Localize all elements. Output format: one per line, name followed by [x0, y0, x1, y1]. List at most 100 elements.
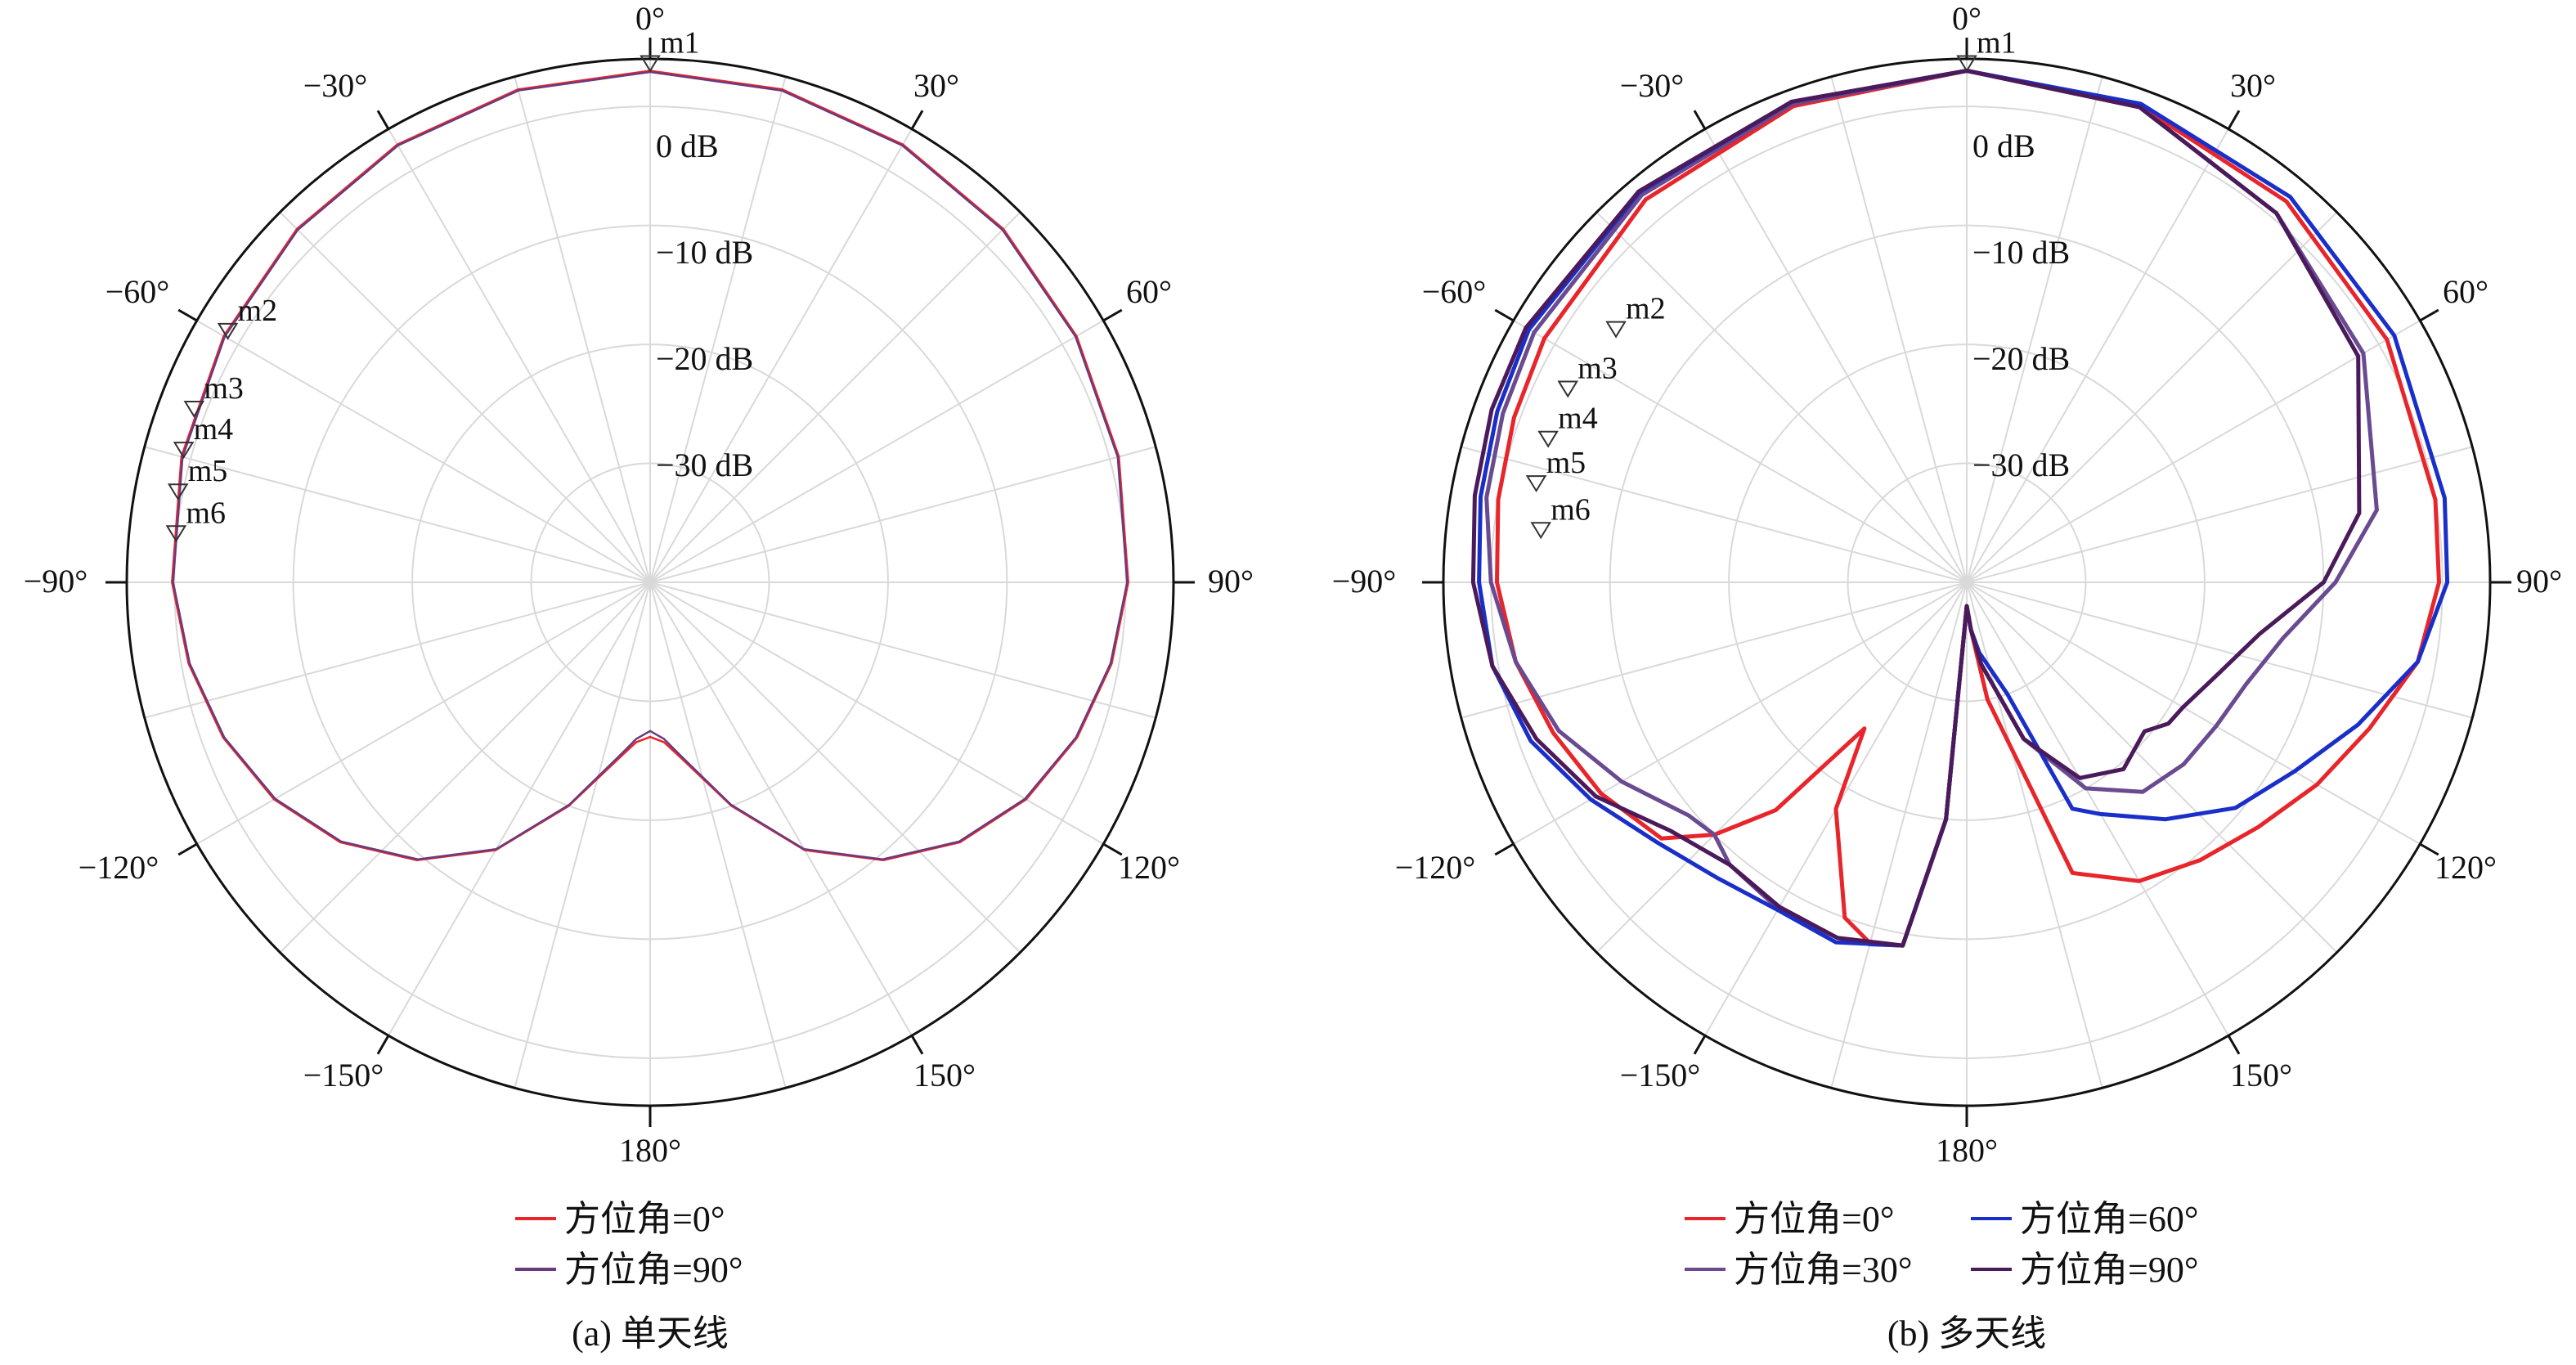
- grid-spoke: [649, 581, 913, 1036]
- polar-grid-b: [1422, 38, 2511, 1127]
- angle-label-m150: −150°: [303, 1057, 384, 1093]
- grid-spoke: [1966, 581, 2473, 719]
- marker-triangle-m6: [165, 525, 187, 543]
- radial-label-m10db: −10 dB: [656, 234, 753, 271]
- angle-label-m150: −150°: [1620, 1057, 1701, 1093]
- grid-ring: [1728, 343, 2206, 821]
- marker-label-m3: m3: [1577, 352, 1618, 386]
- grid-spoke: [1830, 581, 1968, 1089]
- grid-spoke: [1966, 581, 2421, 845]
- legend-b: 方位角=0° 方位角=60° 方位角=30° 方位角=90°: [1685, 1199, 2198, 1290]
- angle-label-150: 150°: [2230, 1057, 2292, 1093]
- angle-tick: [1693, 1035, 1707, 1055]
- legend-label-b-0: 方位角=0°: [1734, 1199, 1894, 1239]
- angle-tick: [177, 308, 198, 322]
- radial-label-0db: 0 dB: [1972, 128, 2035, 164]
- angle-tick: [1102, 842, 1123, 856]
- grid-spoke: [1966, 446, 2473, 583]
- grid-spoke: [649, 320, 1104, 583]
- angle-label-m90: −90°: [24, 563, 88, 599]
- series-line-b-2: [1477, 69, 2450, 948]
- marker-triangle-m4: [173, 442, 195, 460]
- marker-label-m6: m6: [186, 496, 226, 530]
- grid-spoke: [649, 581, 787, 1089]
- marker-label-m5: m5: [1546, 446, 1586, 480]
- marker-label-m5: m5: [188, 454, 228, 488]
- angle-label-m60: −60°: [1422, 273, 1487, 310]
- caption-a: (a) 单天线: [572, 1313, 729, 1354]
- angle-tick: [376, 1035, 390, 1055]
- grid-spoke: [196, 320, 651, 583]
- legend-label-b-1: 方位角=30°: [1734, 1250, 1912, 1290]
- angle-label-0: 0°: [1952, 0, 1981, 37]
- marker-triangle-m3: [183, 401, 205, 418]
- grid-spoke: [1704, 128, 1968, 583]
- angle-label-0: 0°: [635, 0, 665, 37]
- grid-spoke: [649, 211, 1021, 583]
- angle-label-m120: −120°: [1395, 849, 1476, 886]
- marker-triangle-m4: [1537, 430, 1559, 448]
- grid-spoke: [1966, 211, 2338, 583]
- grid-ring: [530, 462, 770, 703]
- angle-tick: [1494, 842, 1515, 856]
- marker-label-m6: m6: [1551, 492, 1591, 527]
- marker-label-m1: m1: [1977, 26, 2017, 61]
- grid-spoke: [514, 76, 651, 583]
- grid-ring: [1847, 462, 2087, 703]
- grid-spoke: [1595, 211, 1968, 583]
- marker-triangle-m2: [217, 322, 239, 340]
- radial-label-m10db: −10 dB: [1972, 234, 2070, 271]
- marker-triangle-m6: [1530, 522, 1552, 540]
- panel-a: m1 m2 m3 m4 m5 m6 0° 30° 60° 90° 120° 150° 18…: [24, 0, 1254, 1354]
- series-line-b-3: [1470, 69, 2362, 948]
- radial-label-0db: 0 dB: [656, 128, 719, 164]
- grid-spoke: [388, 128, 651, 583]
- grid-spoke: [1966, 581, 2103, 1089]
- marker-label-m4: m4: [1558, 402, 1598, 436]
- grid-spoke: [649, 446, 1156, 583]
- angle-label-m90: −90°: [1332, 563, 1397, 599]
- caption-b: (b) 多天线: [1887, 1313, 2046, 1354]
- grid-spoke: [514, 581, 651, 1089]
- marker-triangle-m3: [1557, 380, 1579, 398]
- grid-spoke: [1830, 76, 1968, 583]
- angle-label-90: 90°: [1208, 563, 1254, 599]
- grid-spoke: [144, 581, 651, 719]
- radial-label-m20db: −20 dB: [1972, 340, 2070, 377]
- radial-label-m30db: −30 dB: [656, 447, 753, 483]
- angle-tick: [2227, 1035, 2241, 1055]
- marker-triangle-m5: [1525, 475, 1547, 493]
- radial-label-m30db: −30 dB: [1972, 447, 2070, 483]
- grid-spoke: [279, 211, 651, 583]
- series-line-a-1: [172, 70, 1129, 860]
- angle-tick: [376, 110, 390, 130]
- grid-spoke: [649, 581, 1021, 954]
- grid-spoke: [1966, 581, 2338, 954]
- grid-spoke: [1966, 581, 2229, 1036]
- angle-label-60: 60°: [2443, 273, 2488, 310]
- marker-triangle-m1: [1956, 55, 1977, 73]
- grid-spoke: [144, 446, 651, 583]
- marker-label-m4: m4: [194, 412, 234, 447]
- marker-label-m1: m1: [660, 26, 700, 61]
- angle-tick: [2227, 110, 2241, 130]
- grid-spoke: [1595, 581, 1968, 954]
- grid-ring: [292, 224, 1008, 941]
- angle-label-90: 90°: [2516, 563, 2562, 599]
- grid-ring: [411, 343, 889, 821]
- angle-tick: [910, 1035, 924, 1055]
- angle-tick: [2419, 842, 2439, 856]
- angle-tick: [1693, 110, 1707, 130]
- series-group-b: [1470, 69, 2450, 948]
- grid-spoke: [649, 581, 1156, 719]
- markers-group-a: m1 m2 m3 m4 m5 m6: [165, 26, 700, 543]
- legend-label-a-1: 方位角=90°: [564, 1250, 743, 1290]
- grid-spoke: [196, 581, 651, 845]
- angle-label-120: 120°: [2435, 849, 2497, 886]
- grid-spoke: [1966, 76, 2103, 583]
- angle-label-60: 60°: [1126, 273, 1172, 310]
- grid-spoke: [1461, 446, 1968, 583]
- marker-triangle-m1: [640, 55, 661, 73]
- angle-label-30: 30°: [913, 67, 959, 104]
